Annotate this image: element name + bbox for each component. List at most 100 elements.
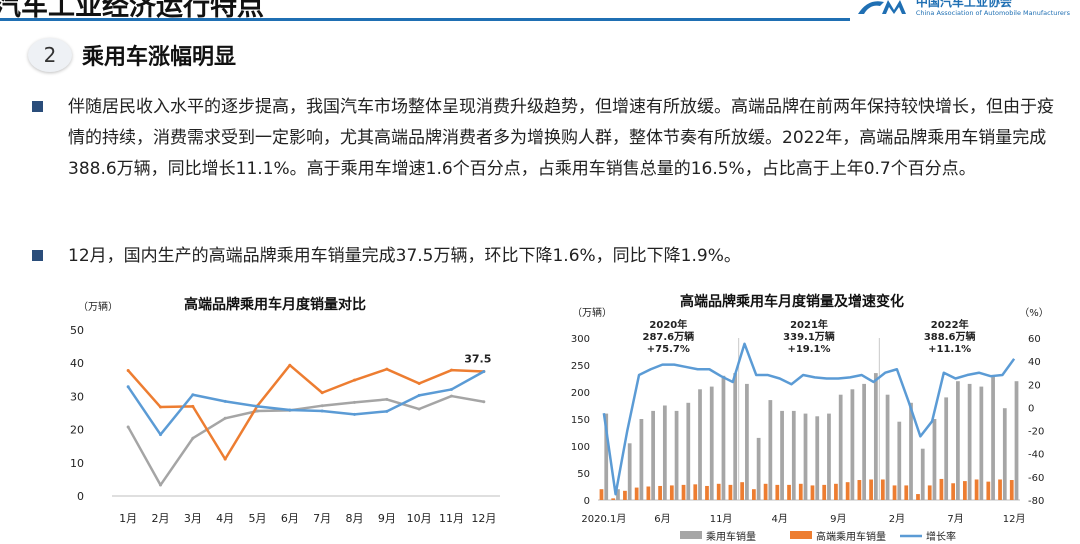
chart2-bar-premium (705, 485, 709, 500)
chart2-y-right-tick-label: -40 (1028, 450, 1044, 461)
caam-logo-icon (857, 0, 906, 14)
chart2-y-right-tick-label: 20 (1028, 380, 1041, 391)
chart1-y-tick-label: 50 (70, 324, 84, 337)
chart2-bar-premium (986, 481, 991, 500)
chart2-bar-passenger (815, 416, 820, 500)
chart1-data-point (385, 367, 389, 371)
chart1-x-tick-label: 2月 (152, 512, 170, 525)
chart2-bar-passenger (709, 386, 714, 500)
chart2-y-left-tick-label: 300 (571, 334, 590, 345)
chart1-data-point (159, 433, 162, 437)
section-title: 乘用车涨幅明显 (82, 45, 237, 70)
chart2-y-right-tick-label: 60 (1028, 334, 1041, 345)
chart2-bar-premium (904, 485, 909, 500)
chart1-data-point (482, 370, 486, 373)
chart2-bar-passenger (956, 381, 960, 500)
chart2-bar-passenger (651, 410, 656, 500)
chart2-bar-passenger (662, 405, 667, 500)
chart2-year-annotation: +75.7% (647, 344, 690, 355)
chart1-title: 高端品牌乘用车月度销量对比 (184, 297, 366, 313)
chart1-series-line (127, 370, 485, 436)
chart1-x-tick-label: 4月 (216, 512, 234, 525)
chart1-data-point (353, 378, 356, 382)
chart1-y-tick-label: 30 (70, 390, 84, 403)
chart1-data-point (417, 407, 421, 411)
chart2-bar-premium (775, 484, 780, 500)
chart2-bar-premium (763, 483, 768, 500)
chart1-data-point (223, 399, 227, 403)
chart2-bar-premium (634, 487, 639, 500)
chart2-y-unit-right: （%） (1019, 307, 1049, 319)
chart2-bar-premium (681, 484, 686, 500)
chart2-bar-passenger (979, 386, 984, 500)
chart2-legend-label: 高端乘用车销量 (816, 530, 886, 543)
chart2-bar-passenger (616, 489, 620, 500)
chart2-x-tick-label: 4月 (772, 513, 788, 525)
chart2-year-annotation: +19.1% (787, 344, 830, 355)
chart2-bar-premium (951, 483, 956, 500)
chart1-data-point (191, 436, 195, 440)
chart2-bar-passenger (885, 394, 890, 500)
square-bullet-icon (32, 250, 43, 261)
section-number-badge: 2 (28, 38, 72, 72)
chart2-bar-passenger (897, 421, 902, 500)
chart1-data-point (417, 393, 421, 397)
chart2-year-annotation: 2021年 (790, 318, 828, 331)
chart2-bar-premium (845, 482, 850, 500)
chart1-data-point (320, 404, 324, 408)
chart2-bar-premium (998, 479, 1002, 500)
chart2-x-tick-label: 6月 (654, 513, 670, 525)
chart2-y-right-tick-label: 40 (1028, 357, 1041, 368)
chart2-y-left-tick-label: 150 (571, 415, 590, 426)
chart2-legend-swatch (680, 531, 702, 539)
chart1-x-tick-label: 5月 (249, 512, 267, 525)
bullet-paragraph-1: 伴随居民收入水平的逐步提高，我国汽车市场整体呈现消费升级趋势，但增速有所放缓。高… (32, 92, 1068, 185)
chart2-bar-passenger (686, 402, 691, 500)
chart1-data-point (353, 412, 356, 416)
section-heading: 2 乘用车涨幅明显 (28, 38, 236, 72)
chart2-bar-passenger (721, 375, 726, 500)
chart2-year-annotation: 2022年 (931, 318, 969, 331)
chart1-data-point (126, 425, 130, 429)
chart2-bar-passenger (932, 419, 937, 500)
chart2-bar-passenger (967, 383, 972, 500)
chart2-bar-passenger (604, 413, 609, 500)
chart2-bar-premium (1009, 480, 1014, 500)
chart1-data-point (223, 416, 227, 420)
header-rule (0, 18, 850, 21)
chart1-data-point (288, 408, 292, 412)
chart2-bar-premium (857, 480, 862, 500)
chart1-data-point (353, 400, 356, 404)
chart2-x-tick-label: 12月 (1003, 513, 1026, 525)
chart2-y-right-tick-label: -20 (1028, 427, 1044, 438)
chart1-data-point (191, 393, 195, 397)
chart2-y-left-tick-label: 250 (571, 361, 590, 372)
chart2-bar-premium (892, 485, 897, 500)
chart2-bar-premium (716, 483, 721, 500)
chart2-bar-passenger (1014, 381, 1019, 500)
chart2-bar-passenger (803, 413, 808, 500)
chart2-y-left-tick-label: 100 (571, 442, 590, 453)
chart2-bar-passenger (873, 373, 878, 500)
chart2-bar-passenger (733, 373, 738, 500)
chart2-year-annotation: 388.6万辆 (924, 330, 976, 343)
chart1-data-point (159, 405, 162, 409)
chart2-bar-passenger (991, 375, 995, 500)
chart1-data-point (320, 409, 324, 413)
chart2-y-right-tick-label: -60 (1028, 473, 1044, 484)
chart2-year-annotation: 287.6万辆 (643, 330, 695, 343)
chart2-bar-premium (962, 481, 967, 500)
chart2-year-annotation: 2020年 (649, 318, 687, 331)
chart2-bar-premium (751, 489, 756, 500)
chart2-svg: （万辆） （%） 0 50 100 150 200 250 300 -80 -60 -40 -20 0 20… (571, 306, 1049, 543)
chart2-bar-premium (916, 494, 920, 500)
chart2-bar-premium (658, 485, 662, 500)
chart2-bar-passenger (756, 437, 761, 500)
chart1-data-label: 37.5 (464, 353, 491, 366)
chart1-data-point (159, 483, 162, 487)
chart2-bar-passenger (920, 448, 925, 500)
chart1-data-point (417, 381, 421, 385)
chart2-bar-premium (693, 484, 698, 500)
chart2-bar-passenger (674, 410, 679, 500)
chart2-bar-premium (599, 489, 604, 500)
